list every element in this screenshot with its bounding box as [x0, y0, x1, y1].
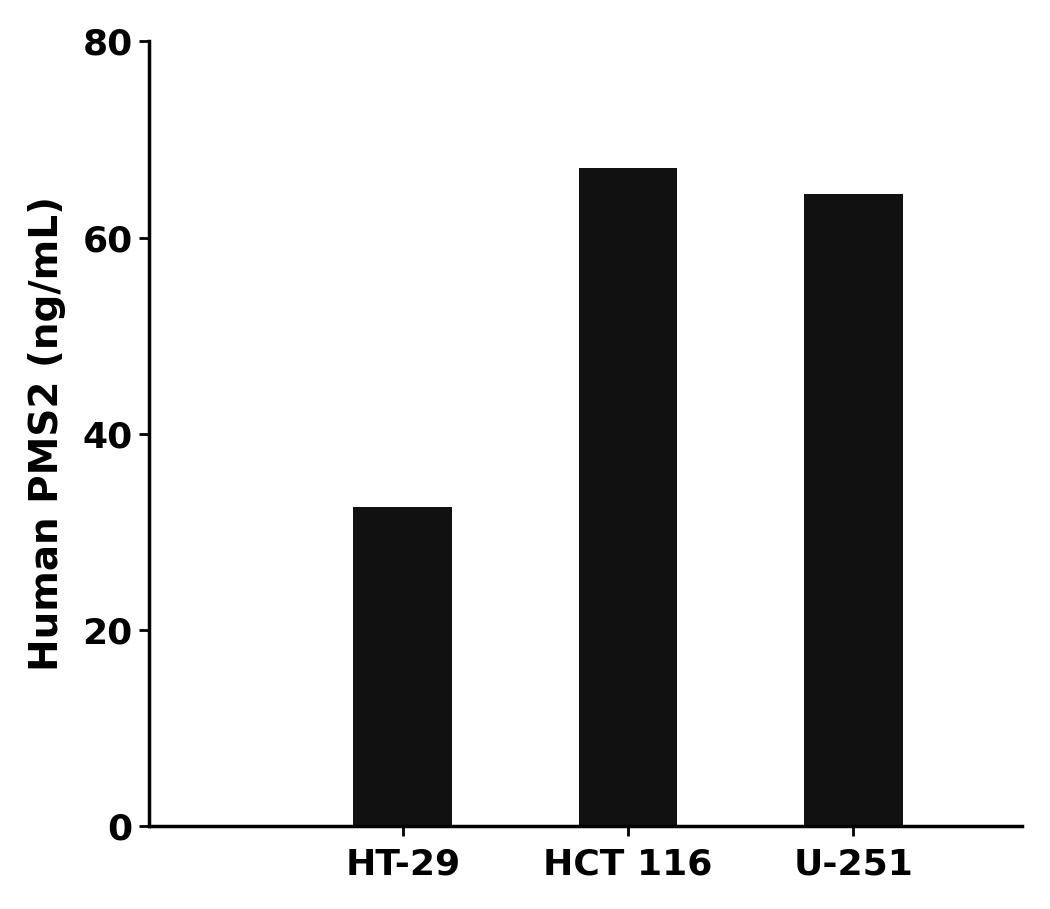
Bar — [804, 194, 903, 826]
Bar — [354, 507, 453, 826]
Bar — [579, 168, 677, 826]
Y-axis label: Human PMS2 (ng/mL): Human PMS2 (ng/mL) — [27, 196, 66, 672]
